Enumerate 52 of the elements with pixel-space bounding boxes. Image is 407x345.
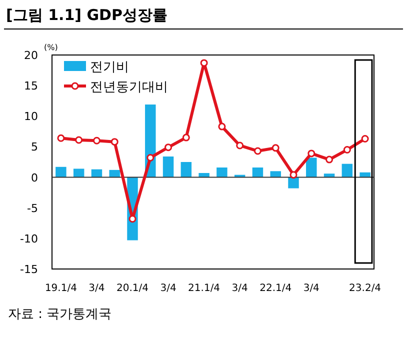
bar bbox=[342, 164, 353, 178]
y-tick-label: 10 bbox=[24, 110, 38, 124]
bar bbox=[180, 162, 192, 178]
bar bbox=[270, 171, 281, 178]
x-tick-label: 23.2/4 bbox=[349, 283, 382, 294]
chart-title: [그림 1.1] GDP성장률 bbox=[6, 6, 168, 24]
y-tick-label: -15 bbox=[20, 263, 38, 276]
bar bbox=[252, 168, 264, 178]
bar bbox=[91, 169, 102, 178]
legend-label: 전년동기대비 bbox=[90, 80, 168, 95]
x-tick-label: 3/4 bbox=[160, 283, 176, 294]
y-tick-label: -5 bbox=[27, 202, 38, 215]
point bbox=[361, 135, 369, 143]
point bbox=[110, 138, 118, 146]
text: 자료 : 국가통계국 bbox=[8, 307, 112, 322]
point bbox=[182, 134, 190, 142]
x-tick-label: 3/4 bbox=[232, 283, 248, 294]
y-tick-label: 0 bbox=[31, 171, 38, 184]
x-tick-label: 21.1/4 bbox=[188, 283, 220, 294]
x-tick-label: 20.1/4 bbox=[116, 283, 148, 294]
point bbox=[128, 215, 136, 223]
legend-label: 전기비 bbox=[90, 60, 129, 75]
bar bbox=[306, 158, 317, 178]
bar bbox=[216, 168, 228, 178]
bar bbox=[162, 156, 174, 178]
bar bbox=[109, 170, 120, 178]
x-tick-label: 22.1/4 bbox=[260, 283, 292, 294]
bar bbox=[73, 168, 84, 178]
point bbox=[57, 134, 65, 142]
point bbox=[308, 150, 316, 158]
point bbox=[164, 144, 172, 152]
y-tick-label: -10 bbox=[20, 232, 38, 246]
x-tick-label: 3/4 bbox=[88, 283, 105, 294]
y-axis-title: (%) bbox=[44, 43, 58, 52]
y-tick-label: 5 bbox=[31, 140, 38, 154]
point bbox=[290, 171, 298, 179]
point bbox=[200, 59, 208, 67]
point bbox=[272, 144, 280, 152]
point bbox=[92, 136, 100, 144]
bar bbox=[288, 177, 299, 188]
bar bbox=[56, 166, 66, 178]
x-tick-label: 19.1/4 bbox=[44, 283, 77, 294]
point bbox=[75, 136, 83, 144]
y-tick-label: 20 bbox=[24, 49, 38, 62]
y-tick-label: 15 bbox=[24, 80, 38, 93]
point bbox=[254, 147, 262, 155]
point bbox=[236, 142, 244, 150]
x-tick-label: 3/4 bbox=[303, 283, 320, 294]
point bbox=[146, 154, 154, 162]
point bbox=[218, 122, 226, 130]
point bbox=[326, 156, 334, 164]
point bbox=[343, 146, 351, 154]
